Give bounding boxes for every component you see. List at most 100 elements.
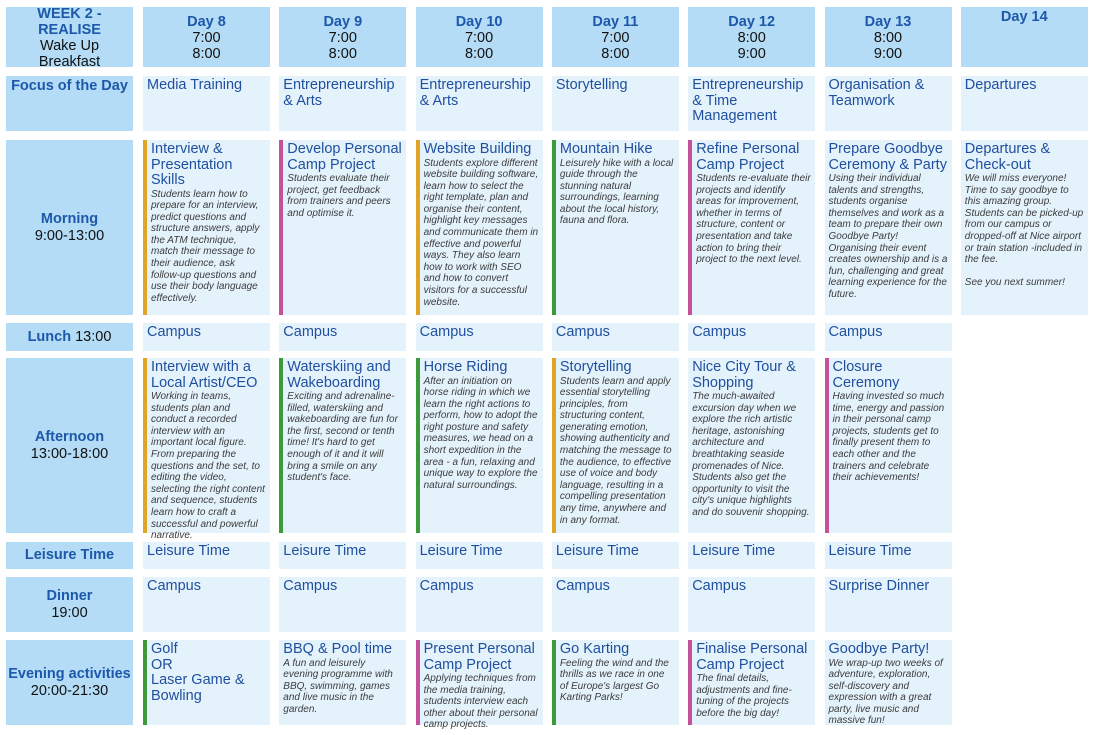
category-bar (279, 358, 284, 533)
activity-title: Campus (828, 324, 883, 340)
activity-cell: Campus (143, 577, 270, 632)
activity-title: Waterskiing and Wakeboarding (287, 359, 391, 391)
activity-title: Campus (419, 578, 474, 594)
activity-title: Horse Riding (423, 359, 508, 375)
activity-cell: Media Training (143, 76, 270, 131)
row-label: Leisure Time (6, 542, 133, 569)
activity-title: Golf OR Laser Game & Bowling (151, 641, 245, 704)
activity-title: Media Training (147, 77, 243, 93)
day-header: Day 10 7:00 8:00 (415, 7, 543, 67)
day-time: 8:00 (328, 46, 357, 62)
activity-description: We will miss everyone! Time to say goodb… (964, 173, 1084, 266)
row-label: Lunch 13:00 (6, 323, 133, 351)
day-name: Day 9 (323, 14, 363, 30)
day-time: 8:00 (737, 30, 766, 46)
category-bar (415, 358, 420, 533)
row-label: Focus of the Day (6, 76, 133, 131)
activity-cell: Entrepreneurship & Arts (279, 76, 407, 131)
activity-description: After an initiation on horse riding in w… (423, 375, 538, 491)
row-label-line: 20:00-21:30 (30, 682, 109, 699)
row-label: Dinner 19:00 (6, 577, 133, 632)
activity-closing: See you next summer! (964, 276, 1065, 288)
category-bar (143, 640, 147, 725)
category-bar (688, 640, 693, 725)
day-time: 7:00 (328, 30, 357, 46)
day-name: Day 8 (187, 14, 226, 30)
activity-cell: Website Building Students explore differe… (415, 140, 543, 315)
activity-cell: Develop Personal Camp Project Students ev… (279, 140, 407, 315)
day-header: Day 11 7:00 8:00 (551, 7, 679, 67)
activity-description: Having invested so much time, energy and… (832, 391, 945, 484)
activity-title: Prepare Goodbye Ceremony & Party (828, 141, 947, 173)
activity-description: Feeling the wind and the thrills as we r… (559, 657, 669, 704)
day-header: Day 14 (960, 7, 1088, 67)
activity-cell: Storytelling (551, 76, 679, 131)
header-label-line: Wake Up (39, 38, 100, 54)
activity-cell: Campus (279, 323, 407, 351)
activity-cell: Campus (688, 577, 816, 632)
activity-cell: Departures (960, 76, 1088, 131)
activity-description: Students learn and apply essential story… (559, 375, 672, 526)
day-name: Day 10 (455, 14, 503, 30)
activity-cell: Surprise Dinner (824, 577, 952, 632)
activity-title: Campus (147, 578, 201, 594)
row-label-line: Morning (40, 210, 99, 227)
activity-cell: Storytelling Students learn and apply ess… (551, 358, 679, 533)
activity-title: Leisure Time (419, 543, 503, 559)
activity-cell: Horse Riding After an initiation on horse… (415, 358, 543, 533)
activity-cell: Interview with a Local Artist/CEO Working… (143, 358, 270, 541)
activity-title: Entrepreneurship & Arts (283, 77, 395, 109)
day-header: Day 12 8:00 9:00 (688, 7, 816, 67)
activity-title: Campus (555, 324, 610, 340)
activity-description: Students evaluate their project, get fee… (287, 173, 391, 219)
day-header: Day 8 7:00 8:00 (143, 7, 270, 67)
activity-title: BBQ & Pool time (283, 641, 393, 657)
activity-description: Using their individual talents and stren… (828, 173, 948, 300)
activity-title: Entrepreneurship & Time Management (692, 77, 804, 124)
activity-cell: Campus (824, 323, 952, 351)
activity-title: Campus (419, 324, 474, 340)
row-label-part: Lunch (27, 328, 72, 345)
activity-title: Leisure Time (828, 543, 912, 559)
activity-cell: Refine Personal Camp Project Students re-… (688, 140, 816, 315)
activity-cell: Organisation & Teamwork (824, 76, 952, 131)
day-name: Day 12 (728, 14, 776, 30)
activity-cell: Campus (279, 577, 407, 632)
row-label: Afternoon 13:00-18:00 (6, 358, 133, 533)
day-time: 8:00 (464, 46, 494, 62)
activity-cell: Leisure Time (143, 542, 270, 569)
activity-cell: Entrepreneurship & Time Management (688, 76, 816, 131)
activity-cell: Go Karting Feeling the wind and the thril… (551, 640, 679, 725)
activity-title: Website Building (423, 141, 532, 157)
activity-title: Closure Ceremony (832, 359, 900, 391)
category-bar (551, 358, 556, 533)
day-time: 8:00 (601, 46, 630, 62)
activity-cell: Campus (551, 323, 679, 351)
activity-title: Interview & Presentation Skills (151, 141, 233, 188)
row-label: Morning 9:00-13:00 (6, 140, 133, 315)
activity-title: Interview with a Local Artist/CEO (151, 359, 258, 391)
row-label-part: 13:00 (75, 328, 112, 345)
activity-cell: Leisure Time (415, 542, 543, 569)
day-time: 8:00 (192, 46, 221, 62)
category-bar (143, 358, 147, 533)
day-name: Day 13 (864, 14, 912, 30)
activity-cell: Leisure Time (824, 542, 952, 569)
day-time: 7:00 (192, 30, 221, 46)
activity-description: Students re-evaluate their projects and … (696, 173, 811, 266)
activity-cell: Departures & Check-out We will miss every… (960, 140, 1088, 315)
activity-title: Entrepreneurship & Arts (419, 77, 531, 109)
day-time: 9:00 (873, 46, 903, 62)
row-label-line: Leisure Time (24, 547, 115, 563)
activity-title: Campus (147, 324, 201, 340)
activity-cell: Closure Ceremony Having invested so much … (824, 358, 952, 533)
activity-title: Leisure Time (147, 543, 231, 559)
activity-title: Finalise Personal Camp Project (696, 641, 808, 673)
activity-title: Mountain Hike (559, 141, 653, 157)
activity-title: Goodbye Party! (828, 641, 930, 657)
activity-title: Leisure Time (555, 543, 639, 559)
activity-cell: Present Personal Camp Project Applying te… (415, 640, 543, 730)
activity-description: Leisurely hike with a local guide throug… (559, 157, 674, 227)
row-label-line: Afternoon (34, 428, 105, 445)
